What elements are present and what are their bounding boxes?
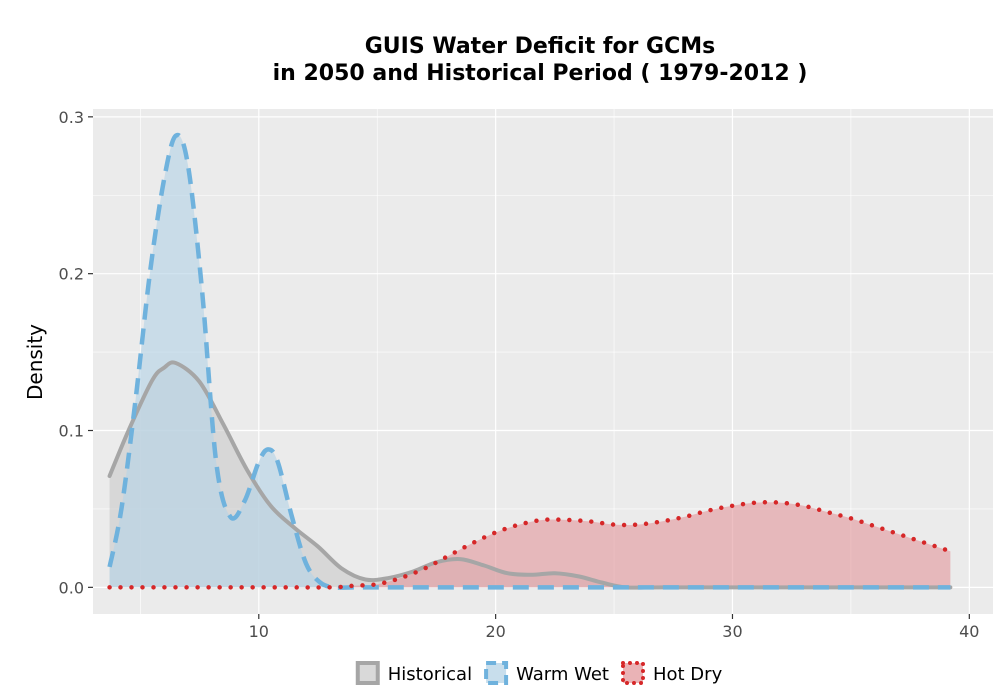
legend-item-hot-dry: Hot Dry [620, 661, 723, 685]
legend-label-hot-dry: Hot Dry [653, 664, 723, 685]
legend-key-warm-wet [484, 661, 509, 685]
axes: 10 20 30 40 0.0 0.1 0.2 0.3 [59, 108, 980, 641]
area-warm-wet [109, 135, 951, 588]
legend: Historical Warm Wet Hot Dry [355, 661, 723, 685]
area-hot-dry [109, 502, 951, 588]
chart-title: GUIS Water Deficit for GCMs in 2050 and … [273, 34, 808, 86]
legend-label-warm-wet: Warm Wet [516, 664, 609, 685]
legend-item-historical: Historical [355, 661, 472, 685]
density-areas [109, 135, 951, 588]
line-hot-dry [107, 500, 953, 590]
legend-label-historical: Historical [388, 664, 472, 685]
legend-key-hot-dry [620, 661, 645, 685]
legend-item-warm-wet: Warm Wet [484, 661, 609, 685]
line-warm-wet [107, 132, 951, 590]
legend-key-historical [355, 661, 380, 685]
x-tick-label: 30 [722, 622, 742, 641]
y-tick-label: 0.1 [59, 422, 84, 441]
y-tick-label: 0.2 [59, 265, 84, 284]
density-lines [107, 132, 953, 590]
x-tick-label: 10 [249, 622, 269, 641]
x-tick-label: 20 [485, 622, 505, 641]
y-tick-label: 0.0 [59, 578, 84, 597]
y-axis-title: Density [23, 324, 47, 400]
chart-title-line-2: in 2050 and Historical Period ( 1979-201… [273, 61, 808, 86]
chart-title-line-1: GUIS Water Deficit for GCMs [365, 34, 716, 59]
x-tick-label: 40 [959, 622, 979, 641]
y-tick-label: 0.3 [59, 108, 84, 127]
